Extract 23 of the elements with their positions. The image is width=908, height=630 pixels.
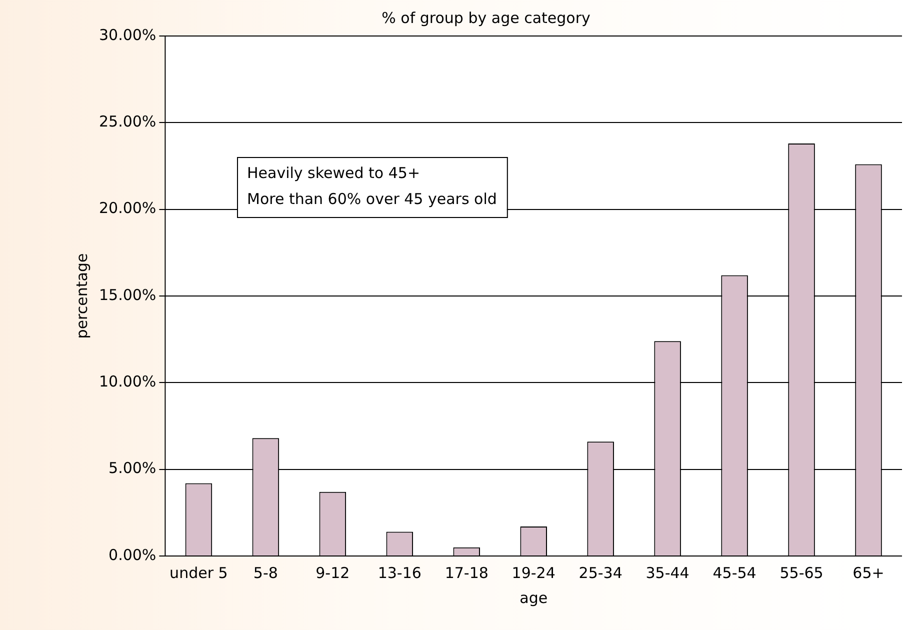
annotation: Heavily skewed to 45+ (247, 164, 420, 182)
y-tick-label: 30.00% (98, 26, 156, 44)
x-tick-label: 9-12 (316, 564, 350, 582)
x-tick-label: 65+ (852, 564, 884, 582)
x-tick-label: 35-44 (646, 564, 690, 582)
y-tick-label: 20.00% (98, 199, 156, 218)
y-axis-title: percentage (72, 253, 91, 339)
x-tick-label: 17-18 (444, 564, 488, 582)
y-tick-label: 10.00% (98, 372, 156, 391)
x-tick-label: 55-65 (780, 564, 824, 582)
y-tick-label: 25.00% (98, 112, 156, 131)
x-tick-label: 19-24 (512, 564, 556, 582)
annotation: More than 60% over 45 years old (247, 190, 497, 208)
x-tick-label: 13-16 (378, 564, 422, 582)
x-tick-label: 45-54 (712, 564, 756, 582)
x-tick-label: 25-34 (578, 564, 622, 582)
y-tick-label: 0.00% (108, 546, 156, 564)
chart-title: % of group by age category (382, 8, 590, 27)
x-tick-label: under 5 (170, 564, 228, 582)
y-tick-label: 15.00% (98, 286, 156, 304)
x-tick-label: 5-8 (253, 564, 278, 582)
x-axis-title: age (520, 588, 548, 607)
y-tick-label: 5.00% (108, 459, 156, 478)
